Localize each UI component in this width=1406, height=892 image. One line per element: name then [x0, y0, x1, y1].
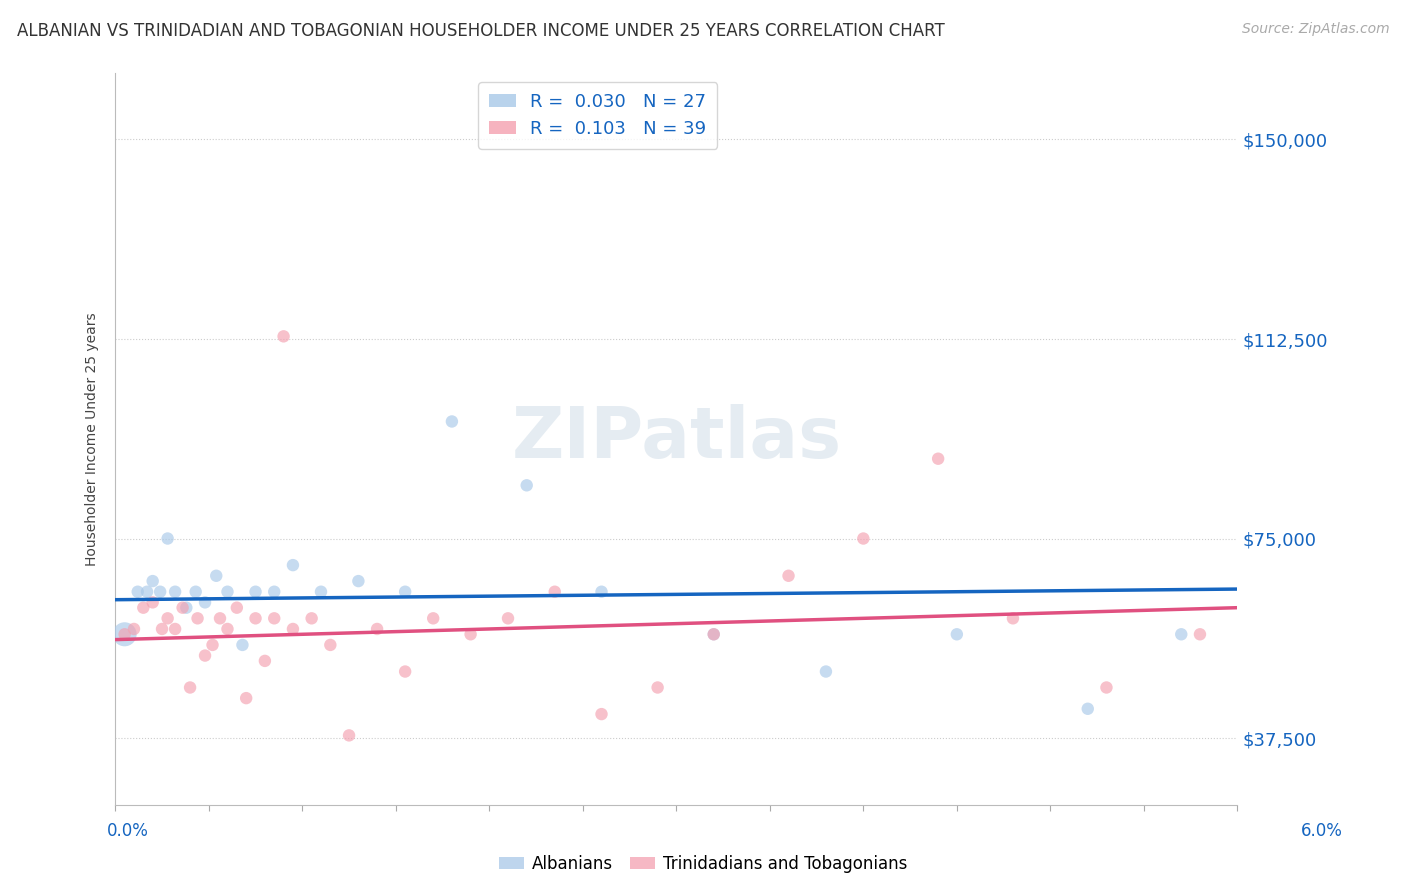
Point [114, 627, 136, 641]
Legend: Albanians, Trinidadians and Tobagonians: Albanians, Trinidadians and Tobagonians [492, 848, 914, 880]
Point [127, 584, 149, 599]
Point [132, 600, 155, 615]
Point [1001, 611, 1024, 625]
Point [122, 622, 145, 636]
Point [194, 595, 217, 609]
Point [394, 665, 416, 679]
Point [253, 654, 276, 668]
Text: 6.0%: 6.0% [1301, 822, 1343, 840]
Point [422, 611, 444, 625]
Point [179, 681, 201, 695]
Point [703, 627, 725, 641]
Point [217, 584, 239, 599]
Point [142, 574, 165, 588]
Point [187, 611, 209, 625]
Point [263, 611, 285, 625]
Point [201, 638, 224, 652]
Point [172, 600, 194, 615]
Y-axis label: Householder Income Under 25 years: Householder Income Under 25 years [86, 312, 100, 566]
Point [1077, 702, 1099, 716]
Point [544, 584, 567, 599]
Point [235, 691, 257, 706]
Point [184, 584, 207, 599]
Point [150, 622, 173, 636]
Point [273, 329, 295, 343]
Text: ZIPatlas: ZIPatlas [512, 404, 841, 474]
Point [852, 532, 875, 546]
Point [149, 584, 172, 599]
Point [366, 622, 388, 636]
Point [165, 584, 187, 599]
Point [946, 627, 969, 641]
Point [114, 627, 136, 641]
Point [591, 707, 613, 722]
Point [1170, 627, 1192, 641]
Point [927, 451, 949, 466]
Point [263, 584, 285, 599]
Point [136, 584, 159, 599]
Point [142, 595, 165, 609]
Point [281, 622, 304, 636]
Point [337, 728, 360, 742]
Point [281, 558, 304, 573]
Point [591, 584, 613, 599]
Point [156, 532, 179, 546]
Point [347, 574, 370, 588]
Point [1095, 681, 1118, 695]
Legend: R =  0.030   N = 27, R =  0.103   N = 39: R = 0.030 N = 27, R = 0.103 N = 39 [478, 82, 717, 149]
Point [394, 584, 416, 599]
Point [309, 584, 332, 599]
Point [194, 648, 217, 663]
Point [1188, 627, 1211, 641]
Point [245, 611, 267, 625]
Point [301, 611, 323, 625]
Point [460, 627, 482, 641]
Point [319, 638, 342, 652]
Point [208, 611, 231, 625]
Point [245, 584, 267, 599]
Point [231, 638, 253, 652]
Point [778, 568, 800, 582]
Point [516, 478, 538, 492]
Point [496, 611, 519, 625]
Point [225, 600, 247, 615]
Point [814, 665, 837, 679]
Text: Source: ZipAtlas.com: Source: ZipAtlas.com [1241, 22, 1389, 37]
Point [156, 611, 179, 625]
Point [217, 622, 239, 636]
Text: ALBANIAN VS TRINIDADIAN AND TOBAGONIAN HOUSEHOLDER INCOME UNDER 25 YEARS CORRELA: ALBANIAN VS TRINIDADIAN AND TOBAGONIAN H… [17, 22, 945, 40]
Point [176, 600, 198, 615]
Point [205, 568, 228, 582]
Point [440, 415, 463, 429]
Point [165, 622, 187, 636]
Point [647, 681, 669, 695]
Point [703, 627, 725, 641]
Text: 0.0%: 0.0% [107, 822, 149, 840]
